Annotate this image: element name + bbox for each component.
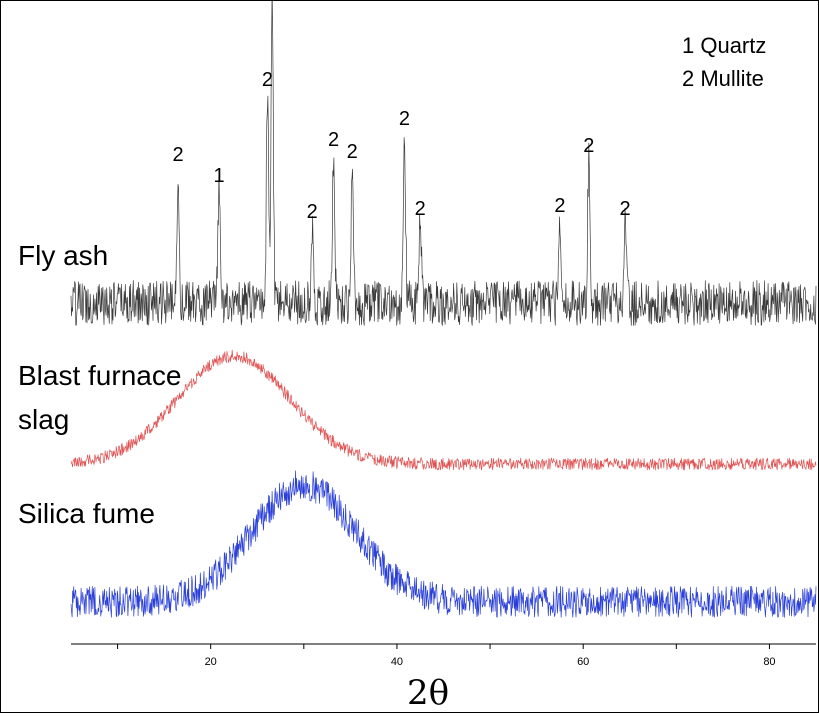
x-tick-label: 60 xyxy=(577,656,589,668)
x-tick-label: 40 xyxy=(391,656,403,668)
x-tick-label: 80 xyxy=(763,656,775,668)
legend: 1 Quartz 2 Mullite xyxy=(682,33,766,91)
trace-fly-ash xyxy=(70,0,817,326)
peak-label: 2 xyxy=(347,141,358,163)
trace-blast-furnace-slag xyxy=(70,349,817,471)
peak-label: 2 xyxy=(583,135,594,157)
peak-label: 2 xyxy=(399,108,410,130)
x-axis-ticks: 20 40 60 80 xyxy=(117,644,776,668)
peak-label: 2 xyxy=(262,69,273,91)
peak-label: 2 xyxy=(415,198,426,220)
x-axis-label: 2θ xyxy=(407,673,449,712)
series-label: Blast furnace xyxy=(18,360,181,391)
peak-label: 2 xyxy=(328,129,339,151)
series-labels: Fly ash Blast furnace slag Silica fume xyxy=(18,240,181,529)
peak-label: 2 xyxy=(554,195,565,217)
x-tick-label: 20 xyxy=(205,656,217,668)
trace-silica-fume xyxy=(70,470,817,618)
peak-label: 2 xyxy=(307,201,318,223)
series-label: Silica fume xyxy=(18,498,155,529)
xrd-traces xyxy=(70,0,817,618)
series-label: slag xyxy=(18,404,69,435)
legend-entry-quartz: 1 Quartz xyxy=(682,33,766,58)
legend-entry-mullite: 2 Mullite xyxy=(682,66,764,91)
series-label: Fly ash xyxy=(18,240,108,271)
peak-labels: 212122222222 xyxy=(173,0,631,223)
peak-label: 2 xyxy=(173,144,184,166)
peak-label: 1 xyxy=(214,165,225,187)
peak-label: 2 xyxy=(620,198,631,220)
